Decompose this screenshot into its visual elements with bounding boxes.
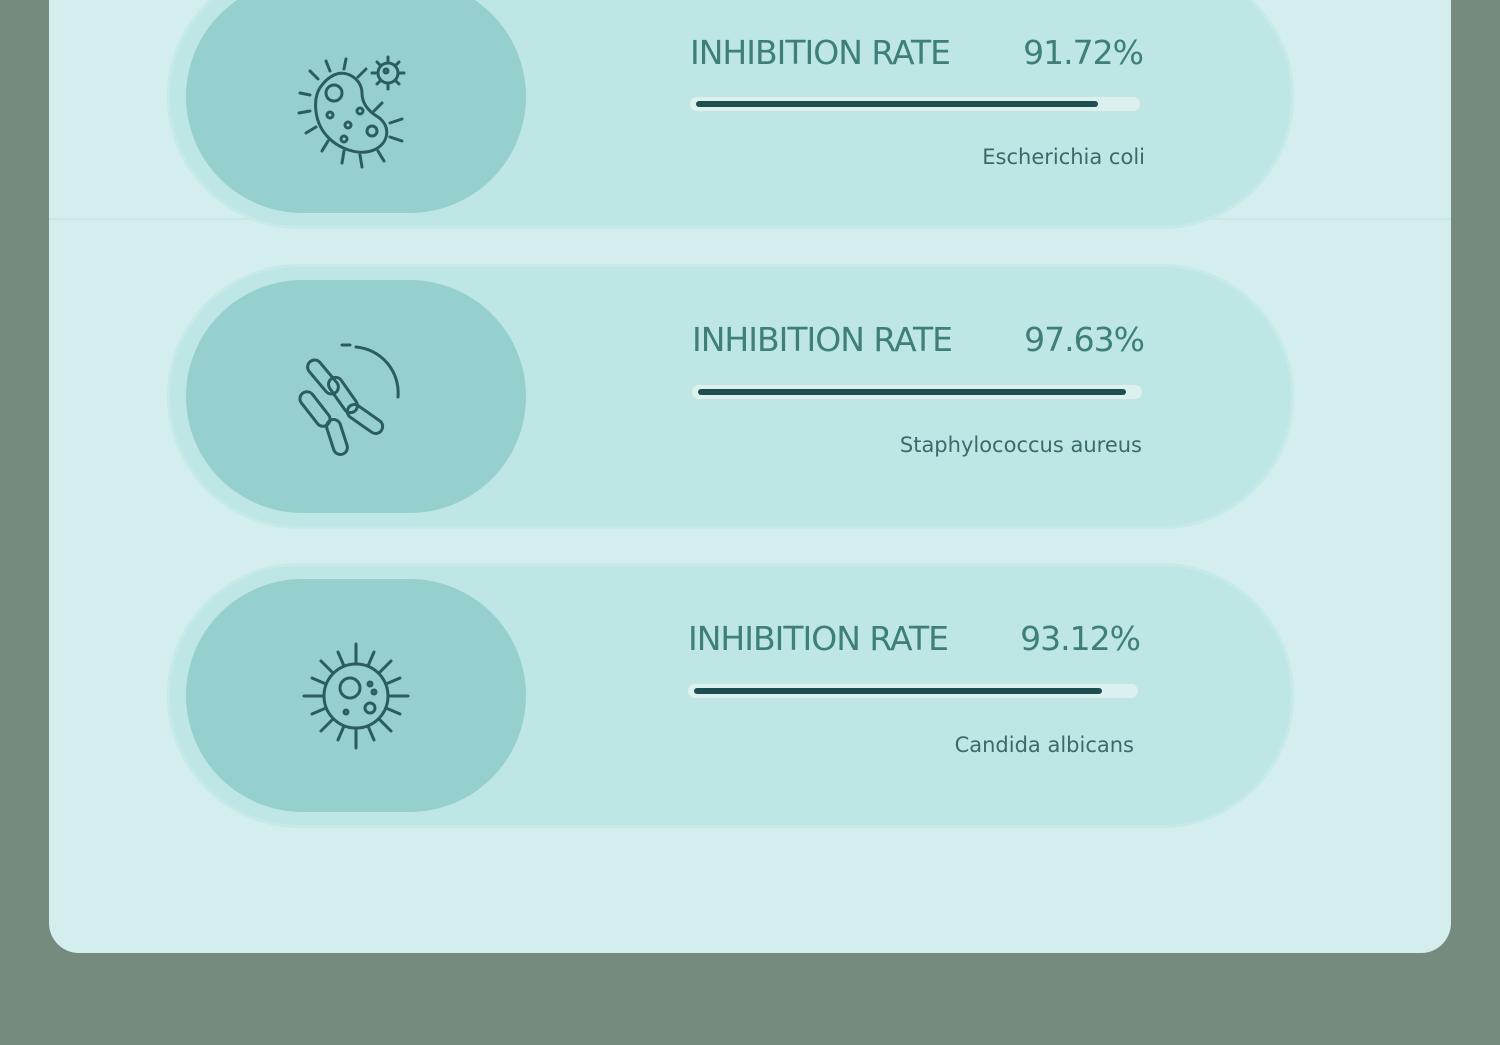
inhibition-card-candida-albicans: INHIBITION RATE 93.12% Candida albicans bbox=[167, 563, 1294, 828]
inhibition-rate-value: 97.63% bbox=[1024, 320, 1145, 359]
inhibition-rate-bar bbox=[690, 97, 1140, 111]
inhibition-rate-label: INHIBITION RATE bbox=[692, 320, 953, 359]
organism-name: Staphylococcus aureus bbox=[899, 433, 1142, 457]
inhibition-rate-bar bbox=[692, 385, 1142, 399]
inhibition-rate-label: INHIBITION RATE bbox=[688, 619, 949, 658]
organism-name: Escherichia coli bbox=[982, 145, 1145, 169]
icon-pill bbox=[186, 579, 526, 812]
inhibition-rate-value: 93.12% bbox=[1020, 619, 1141, 658]
inhibition-rate-label: INHIBITION RATE bbox=[690, 33, 951, 72]
inhibition-rate-bar bbox=[688, 684, 1138, 698]
bacteria-colony-icon bbox=[297, 55, 406, 168]
inhibition-rate-bar-fill bbox=[698, 389, 1126, 395]
icon-pill bbox=[186, 0, 526, 213]
inhibition-card-staphylococcus-aureus: INHIBITION RATE 97.63% Staphylococcus au… bbox=[167, 264, 1294, 529]
virus-cell-icon bbox=[302, 642, 410, 749]
inhibition-rate-bar-fill bbox=[696, 101, 1098, 107]
inhibition-card-escherichia-coli: INHIBITION RATE 91.72% Escherichia coli bbox=[167, 0, 1294, 229]
inhibition-rate-bar-fill bbox=[694, 688, 1102, 694]
icon-pill bbox=[186, 280, 526, 513]
inhibition-rate-value: 91.72% bbox=[1023, 33, 1144, 72]
rod-bacteria-icon bbox=[298, 343, 400, 456]
organism-name: Candida albicans bbox=[954, 733, 1134, 757]
